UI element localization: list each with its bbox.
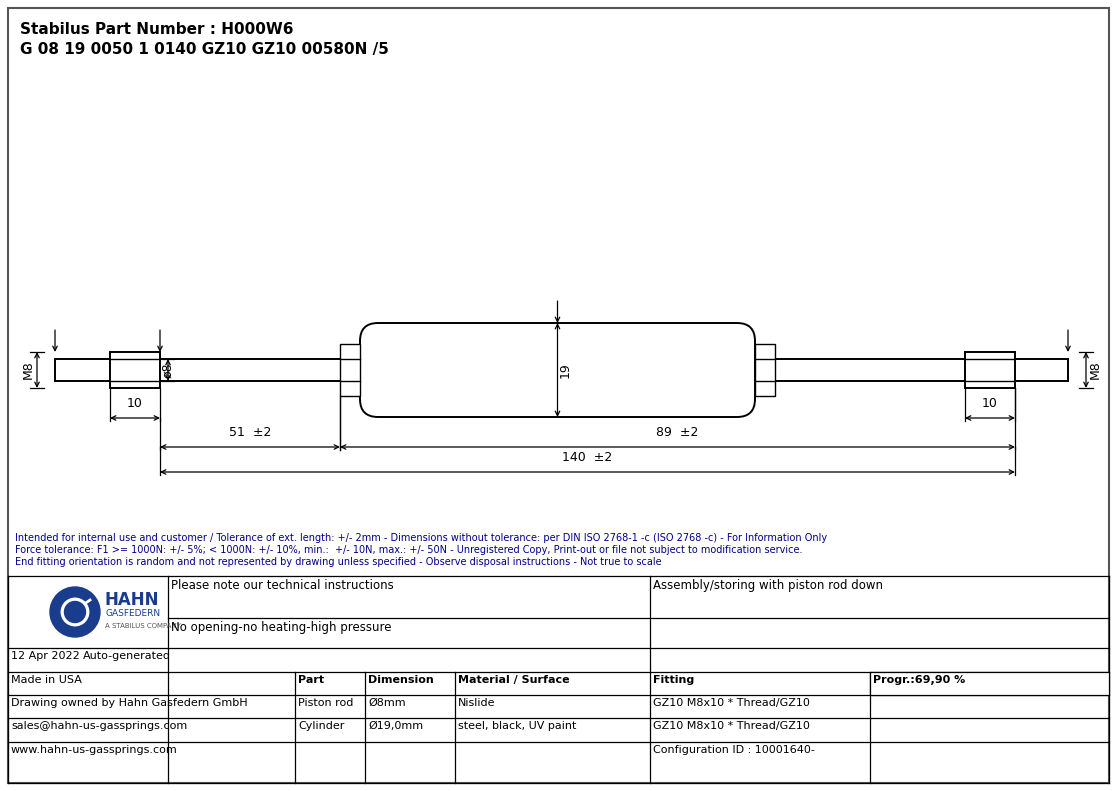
Text: No opening-no heating-high pressure: No opening-no heating-high pressure (171, 621, 391, 634)
Circle shape (65, 601, 86, 623)
Text: Part: Part (298, 675, 324, 685)
Text: Please note our technical instructions: Please note our technical instructions (171, 579, 394, 592)
Text: Drawing owned by Hahn Gasfedern GmbH: Drawing owned by Hahn Gasfedern GmbH (11, 698, 248, 708)
Bar (870, 672, 1109, 695)
Text: End fitting orientation is random and not represented by drawing unless specifie: End fitting orientation is random and no… (15, 557, 661, 567)
Text: Intended for internal use and customer / Tolerance of ext. length: +/- 2mm - Dim: Intended for internal use and customer /… (15, 533, 827, 543)
Text: sales@hahn-us-gassprings.com: sales@hahn-us-gassprings.com (11, 721, 188, 731)
Text: Fitting: Fitting (653, 675, 695, 685)
Text: 12 Apr 2022: 12 Apr 2022 (11, 651, 79, 661)
Text: ø8: ø8 (162, 362, 174, 378)
Bar (755, 344, 775, 396)
Text: 10: 10 (982, 397, 997, 410)
Text: 51  ±2: 51 ±2 (229, 426, 271, 439)
Bar (109, 352, 160, 388)
Text: Stabilus Part Number : H000W6: Stabilus Part Number : H000W6 (20, 22, 294, 37)
Text: Progr.:69,90 %: Progr.:69,90 % (873, 675, 965, 685)
Text: 10: 10 (127, 397, 143, 410)
Circle shape (50, 587, 101, 637)
Text: GZ10 M8x10 * Thread/GZ10: GZ10 M8x10 * Thread/GZ10 (653, 698, 810, 708)
Text: 140  ±2: 140 ±2 (562, 451, 612, 464)
Bar (340, 344, 360, 396)
FancyBboxPatch shape (360, 323, 755, 417)
Text: 19: 19 (558, 362, 572, 378)
Text: Ø19,0mm: Ø19,0mm (367, 721, 423, 731)
Text: HAHN: HAHN (105, 591, 160, 609)
Text: M8: M8 (21, 361, 35, 380)
Text: Dimension: Dimension (367, 675, 433, 685)
Text: steel, black, UV paint: steel, black, UV paint (458, 721, 576, 731)
Text: Nislide: Nislide (458, 698, 496, 708)
Text: G 08 19 0050 1 0140 GZ10 GZ10 00580N /5: G 08 19 0050 1 0140 GZ10 GZ10 00580N /5 (20, 42, 389, 57)
Text: Made in USA: Made in USA (11, 675, 82, 685)
Text: Configuration ID : 10001640-: Configuration ID : 10001640- (653, 745, 815, 755)
Circle shape (61, 598, 88, 626)
Text: Piston rod: Piston rod (298, 698, 353, 708)
Text: M8: M8 (1088, 361, 1101, 380)
Bar (965, 352, 1015, 388)
Text: www.hahn-us-gassprings.com: www.hahn-us-gassprings.com (11, 745, 178, 755)
Text: Material / Surface: Material / Surface (458, 675, 570, 685)
Text: GASFEDERN: GASFEDERN (105, 610, 160, 619)
Text: Auto-generated: Auto-generated (83, 651, 171, 661)
Text: 89  ±2: 89 ±2 (657, 426, 699, 439)
Text: Assembly/storing with piston rod down: Assembly/storing with piston rod down (653, 579, 884, 592)
Text: A STABILUS COMPANY: A STABILUS COMPANY (105, 623, 181, 629)
Text: Force tolerance: F1 >= 1000N: +/- 5%; < 1000N: +/- 10%, min.:  +/- 10N, max.: +/: Force tolerance: F1 >= 1000N: +/- 5%; < … (15, 545, 802, 555)
Text: GZ10 M8x10 * Thread/GZ10: GZ10 M8x10 * Thread/GZ10 (653, 721, 810, 731)
Text: Ø8mm: Ø8mm (367, 698, 405, 708)
Text: Cylinder: Cylinder (298, 721, 344, 731)
